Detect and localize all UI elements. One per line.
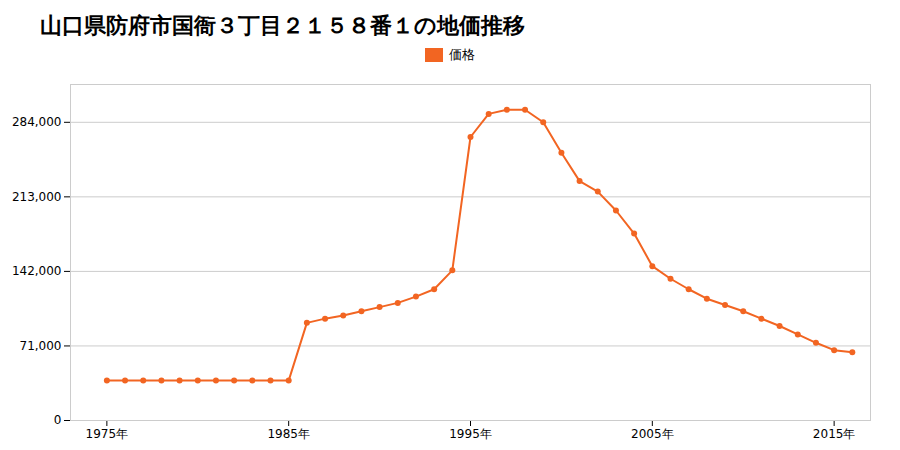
svg-text:71,000: 71,000 <box>20 339 62 353</box>
svg-text:2015年: 2015年 <box>813 427 856 441</box>
svg-text:2005年: 2005年 <box>631 427 674 441</box>
html-text:山口県防府市国衙３丁目２１５８番１の地価推移: 山口県防府市国衙３丁目２１５８番１の地価推移 <box>40 13 525 38</box>
svg-text:1975年: 1975年 <box>86 427 129 441</box>
svg-text:213,000: 213,000 <box>12 190 62 204</box>
svg-text:142,000: 142,000 <box>12 264 62 278</box>
svg-text:1995年: 1995年 <box>449 427 492 441</box>
html-text:価格: 価格 <box>449 47 475 62</box>
svg-text:284,000: 284,000 <box>12 115 62 129</box>
svg-text:0: 0 <box>54 413 62 427</box>
svg-text:1985年: 1985年 <box>267 427 310 441</box>
